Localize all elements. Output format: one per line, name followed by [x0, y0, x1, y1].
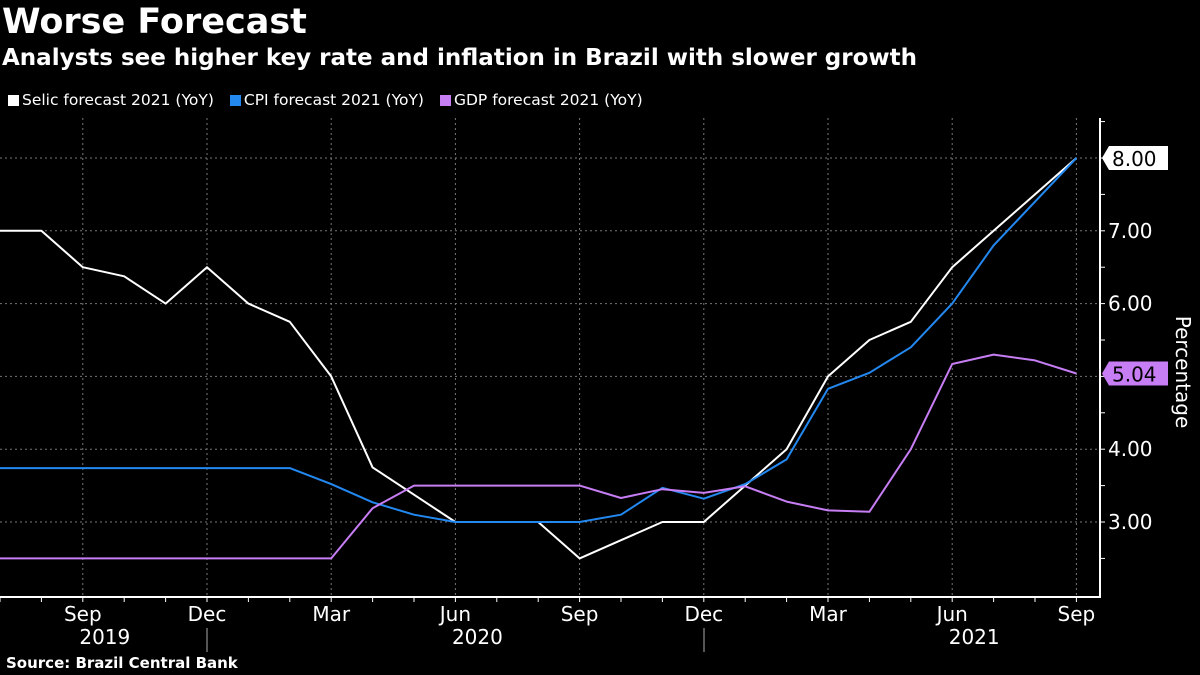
- x-tick-label: Jun: [438, 602, 471, 626]
- x-tick-label: Jun: [935, 602, 968, 626]
- x-tick-label: Dec: [684, 602, 723, 626]
- legend-label-gdp: GDP forecast 2021 (YoY): [453, 91, 643, 109]
- x-year-label: 2019: [79, 625, 130, 649]
- chart-subtitle: Analysts see higher key rate and inflati…: [2, 45, 918, 71]
- legend-swatch-gdp: [439, 94, 451, 106]
- legend-item-selic: Selic forecast 2021 (YoY): [8, 91, 214, 109]
- x-tick-label: Sep: [64, 602, 102, 626]
- x-year-label: 2021: [949, 625, 1000, 649]
- series-line-gdp: [0, 353, 1077, 560]
- axes: 3.00 4.00 6.00 7.00 Sep Dec Mar Jun Sep Dec Mar Jun…: [0, 118, 1168, 652]
- legend-item-gdp: GDP forecast 2021 (YoY): [439, 91, 643, 109]
- y-tick-label: 3.00: [1108, 510, 1153, 534]
- y-tick-label: 4.00: [1108, 437, 1153, 461]
- last-value-tag: [1102, 146, 1168, 170]
- last-value-tag: [1102, 361, 1168, 386]
- legend-label-cpi: CPI forecast 2021 (YoY): [243, 91, 424, 109]
- x-tick-label: Sep: [1058, 602, 1096, 626]
- last-value-label: 8.00: [1112, 147, 1157, 171]
- source-note: Source: Brazil Central Bank: [6, 654, 238, 672]
- y-tick-label: 6.00: [1108, 292, 1153, 316]
- x-tick-label: Mar: [809, 602, 848, 626]
- series-line-cpi: [0, 157, 1078, 523]
- series-lines: [0, 157, 1078, 560]
- last-value-label: 5.04: [1112, 362, 1157, 386]
- x-tick-label: Mar: [312, 602, 351, 626]
- gridlines: [0, 118, 1100, 597]
- x-tick-label: Sep: [561, 602, 599, 626]
- y-axis-label: Percentage: [1171, 316, 1195, 429]
- x-year-label: 2020: [452, 625, 503, 649]
- legend-swatch-selic: [8, 94, 19, 106]
- chart-title: Worse Forecast: [2, 2, 307, 42]
- legend-item-cpi: CPI forecast 2021 (YoY): [229, 91, 424, 109]
- legend-label-selic: Selic forecast 2021 (YoY): [22, 91, 214, 109]
- x-tick-label: Dec: [188, 602, 227, 626]
- series-line-selic: [0, 157, 1078, 560]
- legend-swatch-cpi: [229, 94, 241, 106]
- y-tick-label: 7.00: [1108, 219, 1153, 243]
- legend: Selic forecast 2021 (YoY) CPI forecast 2…: [8, 91, 643, 109]
